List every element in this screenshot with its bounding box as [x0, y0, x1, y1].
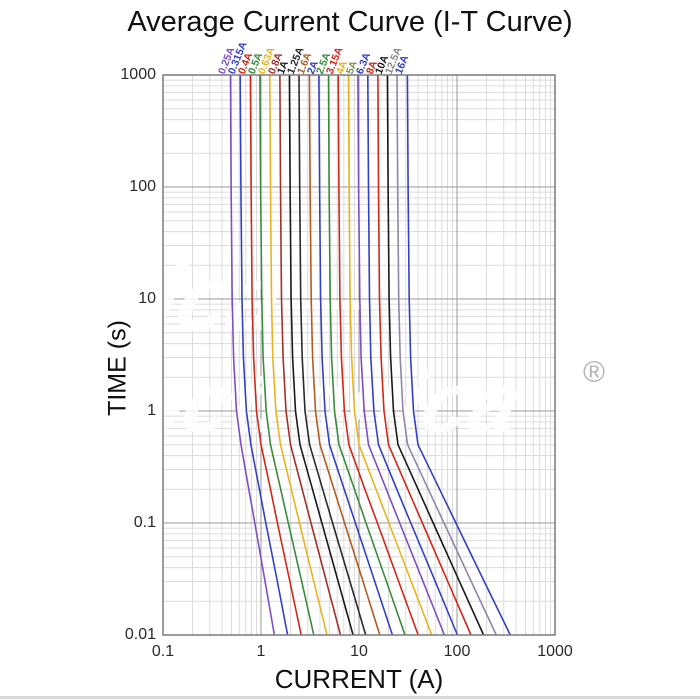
it-curve-12.5A — [396, 74, 498, 636]
it-curve-10A — [386, 74, 485, 636]
x-tick-10: 10 — [350, 643, 368, 660]
svg-text:electronica: electronica — [53, 354, 531, 451]
x-tick-1: 1 — [256, 643, 266, 660]
it-curve-0.63A — [269, 74, 328, 636]
it-curve-0.315A — [239, 74, 289, 636]
y-tick-1: 1 — [147, 402, 156, 419]
x-tick-1000: 1000 — [537, 643, 573, 660]
y-tick-10: 10 — [138, 290, 156, 307]
it-curve-16A — [406, 74, 512, 636]
registered-trademark-icon: ® — [583, 356, 606, 389]
x-tick-0.1: 0.1 — [151, 643, 175, 660]
y-tick-0.1: 0.1 — [133, 514, 156, 531]
it-curve-1.6A — [308, 74, 381, 636]
it-curve-0.8A — [279, 74, 342, 636]
it-curve-0.25A — [229, 74, 276, 636]
y-tick-100: 100 — [129, 178, 156, 195]
it-curve-1.25A — [298, 74, 367, 636]
x-axis-title: CURRENT (A) — [274, 664, 444, 694]
it-curve-2.5A — [327, 74, 406, 636]
it-curve-8A — [377, 74, 472, 636]
y-tick-1000: 1000 — [120, 66, 156, 83]
chart-title: Average Current Curve (I-T Curve) — [127, 6, 573, 38]
it-curve-5A — [357, 74, 446, 636]
it-curve-0.4A — [249, 74, 302, 636]
it-curve-2A — [318, 74, 394, 636]
svg-text:alca—: alca— — [90, 246, 388, 349]
it-curve-4A — [347, 74, 433, 636]
it-curve-0.5A — [259, 74, 315, 636]
bottom-edge-divider — [0, 696, 700, 699]
x-tick-100: 100 — [443, 643, 471, 660]
it-curve-6.3A — [367, 74, 459, 636]
it-curve-3.15A — [337, 74, 419, 636]
it-curve-1A — [288, 74, 354, 636]
y-tick-0.01: 0.01 — [124, 626, 156, 643]
